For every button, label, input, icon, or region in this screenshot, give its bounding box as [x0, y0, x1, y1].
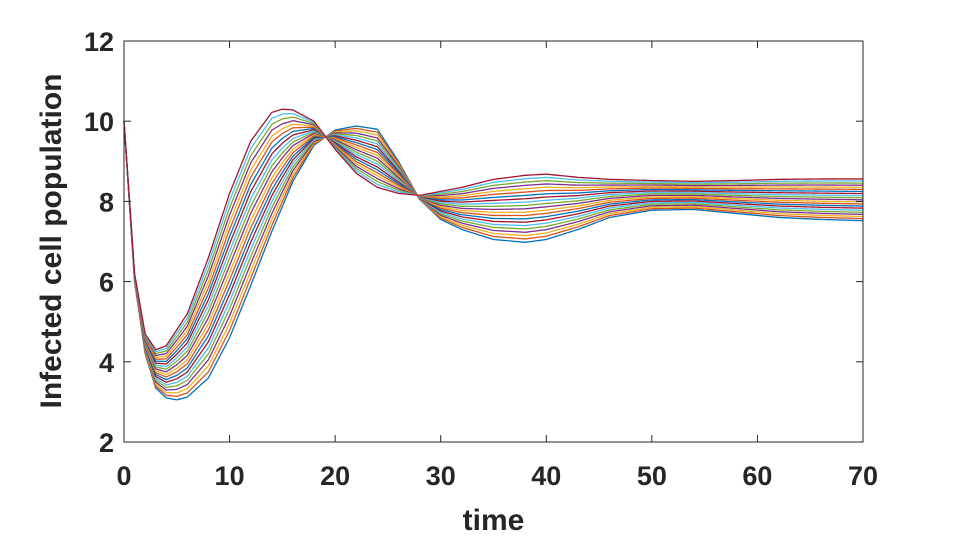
series-line-6 [123, 121, 864, 386]
series-line-19 [123, 116, 863, 355]
series-line-11 [123, 121, 864, 373]
series-line-14 [123, 121, 864, 365]
y-tick-label: 4 [99, 348, 114, 378]
y-tick-label: 10 [84, 107, 114, 137]
series-line-3 [123, 121, 864, 394]
series-line-7 [123, 121, 864, 383]
series-layer [123, 108, 864, 401]
x-tick-label: 10 [215, 461, 245, 491]
x-axis-label: time [463, 504, 525, 537]
x-tick-label: 40 [531, 461, 561, 491]
x-tick-label: 30 [426, 461, 456, 491]
series-line-2 [123, 121, 864, 398]
y-tick-label: 12 [84, 27, 114, 57]
x-tick-label: 20 [320, 461, 350, 491]
series-line-16 [123, 121, 864, 360]
y-tick-label: 2 [99, 428, 114, 458]
series-line-4 [123, 121, 864, 391]
series-line-15 [123, 121, 864, 363]
series-line-17 [123, 121, 864, 359]
x-tick-label: 60 [742, 461, 772, 491]
y-tick-label: 8 [99, 187, 114, 217]
x-tick-label: 0 [116, 461, 131, 491]
series-line-8 [123, 121, 864, 381]
series-line-1 [123, 121, 864, 401]
series-line-9 [123, 121, 864, 378]
series-line-12 [123, 121, 864, 370]
tick-layer: 0 10 20 30 40 50 60 70 2 4 6 8 10 12 [84, 27, 878, 491]
series-line-21 [123, 108, 863, 351]
series-line-5 [123, 121, 864, 389]
x-tick-label: 50 [637, 461, 667, 491]
x-tick-label: 70 [848, 461, 878, 491]
y-tick-label: 6 [99, 268, 114, 298]
plot-frame [123, 40, 864, 443]
series-line-10 [123, 121, 864, 376]
y-axis-label: Infected cell population [35, 73, 68, 408]
series-line-20 [123, 112, 863, 353]
series-line-13 [123, 121, 864, 368]
series-line-18 [123, 120, 864, 357]
